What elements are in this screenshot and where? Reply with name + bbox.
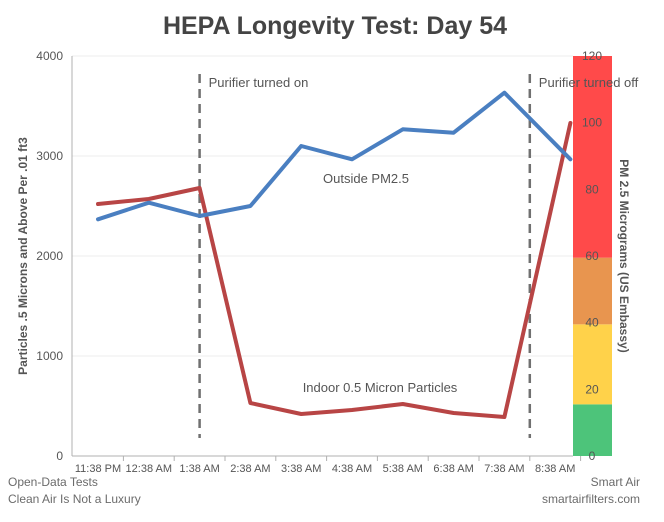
x-tick-label: 8:38 AM bbox=[535, 463, 575, 475]
aqi-band bbox=[573, 404, 612, 456]
footer-left-line2: Clean Air Is Not a Luxury bbox=[8, 492, 141, 506]
y2-axis-label: PM 2.5 Micrograms (US Embassy) bbox=[617, 159, 631, 352]
axes: 0 1000 2000 3000 4000 0 20 40 60 80 100 120 11:38 PM… bbox=[36, 49, 602, 475]
series-lines: Indoor 0.5 Micron Particles Outside PM2.5 bbox=[96, 90, 573, 419]
event-markers: Purifier turned on Purifier turned off bbox=[198, 74, 639, 438]
y-tick-label: 0 bbox=[56, 449, 63, 463]
x-tick-label: 3:38 AM bbox=[281, 463, 321, 475]
aqi-color-bar bbox=[573, 56, 612, 456]
aqi-band bbox=[573, 257, 612, 325]
y-tick-label: 2000 bbox=[36, 249, 63, 263]
y2-tick-label: 40 bbox=[585, 316, 599, 330]
y2-tick-label: 80 bbox=[585, 182, 599, 196]
footer-right-line1: Smart Air bbox=[591, 475, 640, 489]
x-tick-label: 6:38 AM bbox=[433, 463, 473, 475]
y2-tick-label: 120 bbox=[582, 49, 602, 63]
x-tick-label: 11:38 PM bbox=[75, 463, 121, 475]
y-axis-label: Particles .5 Microns and Above Per .01 f… bbox=[16, 137, 30, 375]
series-label: Indoor 0.5 Micron Particles bbox=[303, 380, 458, 395]
y2-tick-label: 100 bbox=[582, 116, 602, 130]
x-tick-label: 2:38 AM bbox=[230, 463, 270, 475]
y2-tick-label: 60 bbox=[585, 249, 599, 263]
x-tick-label: 4:38 AM bbox=[332, 463, 372, 475]
series-label: Outside PM2.5 bbox=[323, 171, 409, 186]
x-tick-label: 12:38 AM bbox=[126, 463, 172, 475]
event-marker-label: Purifier turned off bbox=[539, 75, 639, 90]
y-tick-label: 3000 bbox=[36, 149, 63, 163]
series-line bbox=[96, 121, 573, 419]
footer-right-line2: smartairfilters.com bbox=[542, 492, 640, 506]
y2-tick-label: 0 bbox=[589, 449, 596, 463]
aqi-band bbox=[573, 56, 612, 258]
gridlines bbox=[72, 55, 573, 357]
series-line bbox=[96, 90, 573, 222]
x-tick-label: 5:38 AM bbox=[383, 463, 423, 475]
chart-title: HEPA Longevity Test: Day 54 bbox=[163, 12, 507, 40]
y-tick-label: 4000 bbox=[36, 49, 63, 63]
footer-left-line1: Open-Data Tests bbox=[8, 475, 98, 489]
y2-tick-label: 20 bbox=[585, 382, 599, 396]
x-tick-label: 7:38 AM bbox=[484, 463, 524, 475]
aqi-band bbox=[573, 324, 612, 405]
y-tick-label: 1000 bbox=[36, 349, 63, 363]
x-tick-label: 1:38 AM bbox=[179, 463, 219, 475]
event-marker-label: Purifier turned on bbox=[209, 75, 309, 90]
